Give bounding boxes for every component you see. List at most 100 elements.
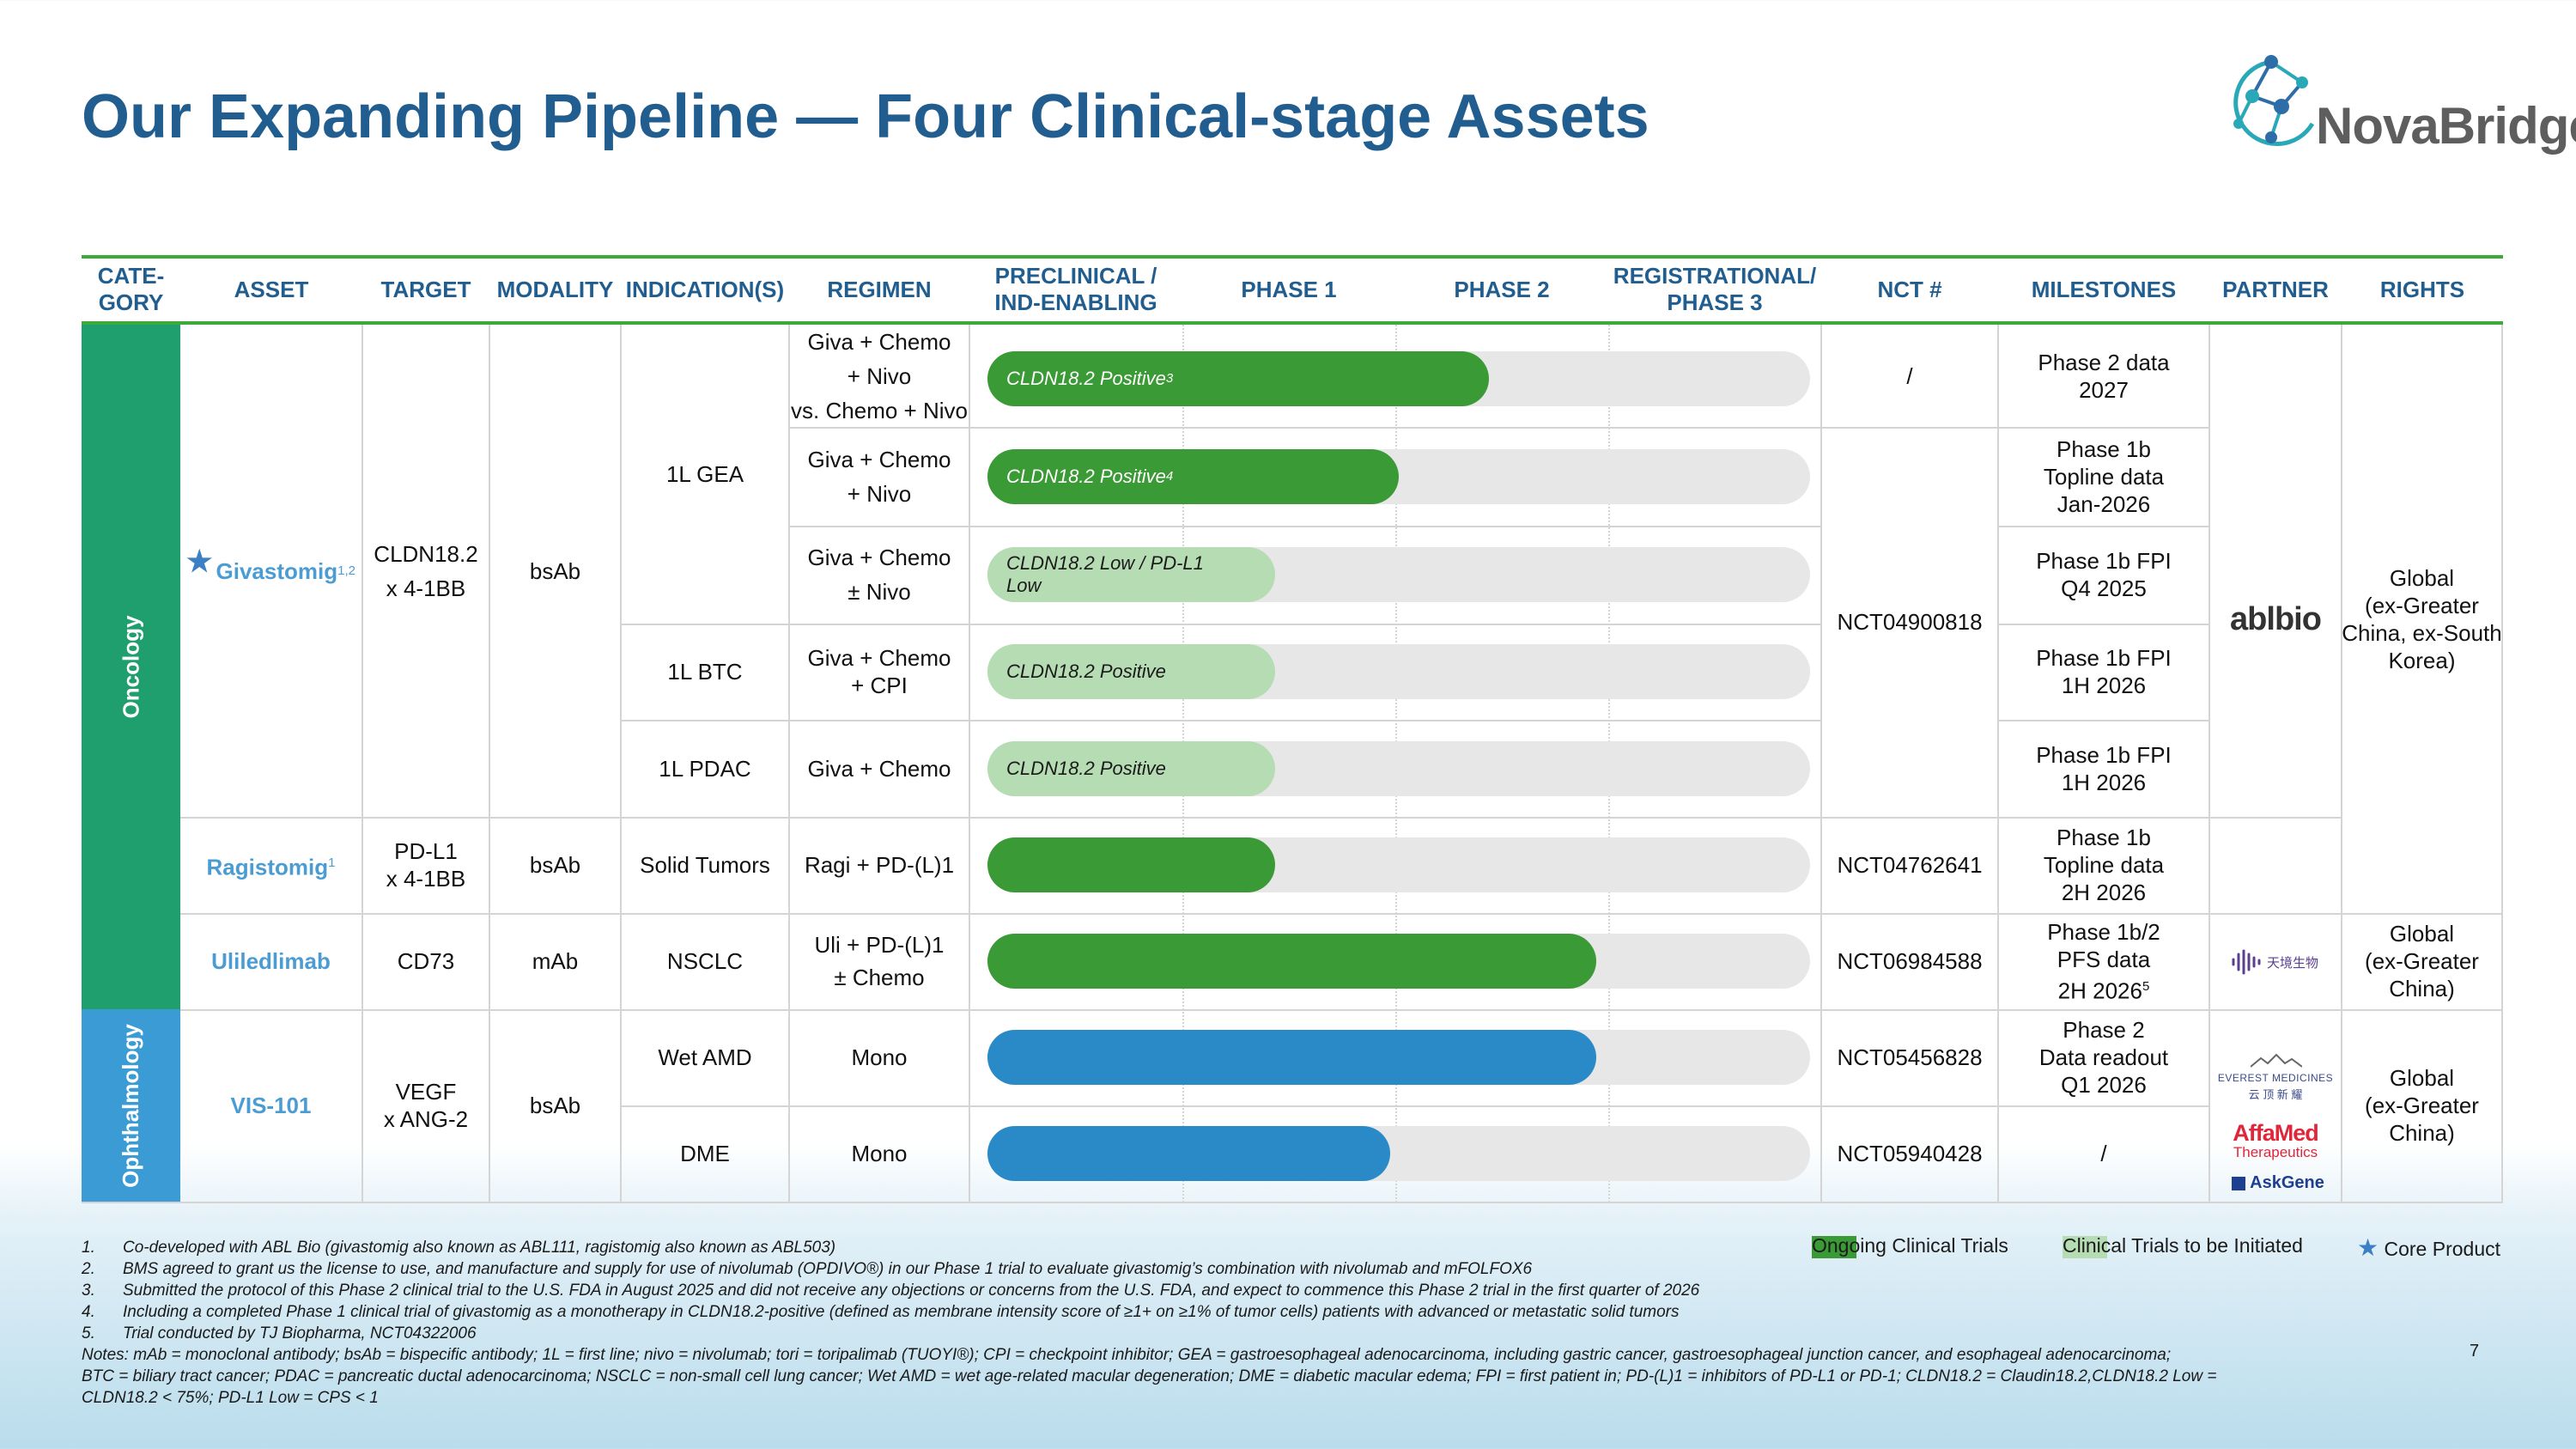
col-header-category: CATE- GORY bbox=[97, 263, 165, 315]
footnote-number: 3. bbox=[82, 1282, 95, 1300]
indication-dme: DME bbox=[680, 1141, 730, 1166]
indication-1l-btc: 1L BTC bbox=[667, 659, 743, 685]
page-number: 7 bbox=[2470, 1342, 2480, 1361]
abbreviations: Notes: mAb = monoclonal antibody; bsAb =… bbox=[82, 1346, 2217, 1407]
regimen-giva-4: Giva + Chemo + CPI bbox=[807, 645, 951, 698]
row-line bbox=[620, 1105, 2208, 1107]
col-header-rights: RIGHTS bbox=[2379, 276, 2465, 302]
milestone-vis-1: Phase 2 Data readout Q1 2026 bbox=[2038, 1017, 2169, 1098]
row-line bbox=[620, 720, 1821, 721]
nct-ragistomig: NCT04762641 bbox=[1837, 852, 1983, 878]
pipeline-bar-label-text: CLDN18.2 Positive bbox=[1006, 368, 1166, 389]
row-line bbox=[788, 427, 969, 429]
grid-line bbox=[1820, 325, 1822, 1202]
footnote: 3. Submitted the protocol of this Phase 2… bbox=[82, 1280, 2451, 1301]
footnote-text: Co-developed with ABL Bio (givastomig al… bbox=[123, 1239, 836, 1257]
modality-ragistomig: bsAb bbox=[529, 852, 581, 878]
col-header-phase2: PHASE 2 bbox=[1454, 276, 1550, 302]
partner-affamed-text: AffaMed bbox=[2233, 1120, 2319, 1146]
logo-wordmark: NovaBridge bbox=[2316, 97, 2576, 155]
legend-initiated-label: Clinical Trials to be Initiated bbox=[2063, 1234, 2303, 1257]
regimen-giva-1: Giva + Chemo + Nivo vs. Chemo + Nivo bbox=[791, 328, 968, 423]
col-header-asset: ASSET bbox=[234, 276, 309, 302]
grid-line bbox=[2341, 325, 2342, 1202]
partner-askgene-logo: AskGene bbox=[2227, 1173, 2330, 1193]
milestone-giva-4: Phase 1b FPI 1H 2026 bbox=[2036, 645, 2172, 698]
partner-tjbio-logo: 天境生物 bbox=[2231, 947, 2325, 977]
novabridge-logo: NovaBridge bbox=[2220, 45, 2576, 165]
network-logo-icon bbox=[2233, 55, 2315, 147]
footnote-text: Trial conducted by TJ Biopharma, NCT0432… bbox=[123, 1324, 477, 1342]
regimen-vis-2: Mono bbox=[851, 1141, 908, 1166]
footnote-text: Submitted the protocol of this Phase 2 c… bbox=[123, 1282, 1700, 1300]
row-line bbox=[1820, 427, 1997, 429]
nct-uliledlimab: NCT06984588 bbox=[1837, 948, 1983, 974]
milestone-ragistomig: Phase 1b Topline data 2H 2026 bbox=[2043, 825, 2165, 905]
regimen-giva-5: Giva + Chemo bbox=[807, 755, 951, 782]
category-ophthalmology: Ophthalmology bbox=[82, 1009, 180, 1202]
footnote: 5. Trial conducted by TJ Biopharma, NCT04… bbox=[82, 1323, 2451, 1344]
asset-givastomig[interactable]: ★ Givastomig 1,2 bbox=[180, 325, 361, 817]
legend-ongoing: Ongoing Clinical Trials bbox=[1812, 1234, 2008, 1258]
grid-line bbox=[1997, 325, 1999, 1202]
page-title: Our Expanding Pipeline — Four Clinical-s… bbox=[82, 82, 1649, 151]
pipeline-progress-bar bbox=[987, 741, 1275, 796]
footnote-number: 1. bbox=[82, 1239, 95, 1257]
footnote-text: BMS agreed to grant us the license to us… bbox=[123, 1260, 1533, 1278]
grid-line bbox=[2208, 325, 2210, 1202]
asset-ragistomig[interactable]: Ragistomig1 bbox=[180, 817, 361, 913]
nct-giva-shared: NCT04900818 bbox=[1837, 609, 1983, 635]
mountain-logo-icon bbox=[2251, 1053, 2302, 1068]
milestone-uliledlimab: Phase 1b/2 PFS data 2H 20265 bbox=[1998, 913, 2209, 1009]
nct-giva-1: / bbox=[1906, 362, 1913, 389]
pipeline-bar-label: CLDN18.2 Positive bbox=[987, 644, 1275, 699]
row-line bbox=[969, 427, 1821, 429]
pipeline-bar-label: CLDN18.2 Positive bbox=[987, 741, 1275, 796]
indication-uliledlimab: NSCLC bbox=[666, 948, 744, 974]
asset-vis101[interactable]: VIS-101 bbox=[230, 1093, 312, 1118]
indication-1l-pdac: 1L PDAC bbox=[659, 755, 751, 782]
col-header-target: TARGET bbox=[380, 276, 471, 302]
grid-line bbox=[489, 325, 490, 1202]
row-line bbox=[180, 817, 2341, 819]
pipeline-bar-label-text: CLDN18.2 Low / PD-L1 Low bbox=[1006, 552, 1204, 596]
col-header-milestones: MILESTONES bbox=[2031, 276, 2177, 302]
header-bottom-rule bbox=[82, 321, 2503, 325]
col-header-preclinical: PRECLINICAL / IND-ENABLING bbox=[994, 263, 1157, 315]
pipeline-progress-bar bbox=[987, 351, 1489, 406]
footnote: 4. Including a completed Phase 1 clinical… bbox=[82, 1301, 2451, 1323]
milestone-giva-2: Phase 1b Topline data Jan-2026 bbox=[2043, 435, 2165, 517]
pipeline-progress-bar bbox=[987, 1030, 1596, 1085]
col-header-regimen: REGIMEN bbox=[827, 276, 932, 302]
footnote-ref: 4 bbox=[1165, 469, 1174, 484]
grid-line bbox=[620, 325, 622, 1202]
grid-line bbox=[2501, 325, 2503, 1202]
grid-line bbox=[788, 325, 790, 1202]
target-givastomig: CLDN18.2 x 4-1BB bbox=[374, 540, 478, 601]
pipeline-bar-label: CLDN18.2 Low / PD-L1 Low bbox=[987, 547, 1275, 602]
milestone-giva-3: Phase 1b FPI Q4 2025 bbox=[2036, 548, 2172, 601]
footnote-number: 2. bbox=[82, 1260, 95, 1278]
rights-uliledlimab: Global (ex-Greater China) bbox=[2365, 921, 2479, 1002]
milestone-vis-2: / bbox=[2100, 1141, 2107, 1166]
footnote: 1. Co-developed with ABL Bio (givastomig … bbox=[82, 1237, 2451, 1258]
legend-initiated-swatch bbox=[2063, 1236, 2107, 1258]
legend-ongoing-swatch bbox=[1812, 1236, 1856, 1258]
milestone-giva-5: Phase 1b FPI 1H 2026 bbox=[2036, 741, 2172, 795]
partner-affamed-sub: Therapeutics bbox=[2233, 1144, 2318, 1160]
asset-uliledlimab[interactable]: Uliledlimab bbox=[211, 948, 331, 974]
category-oncology: Oncology bbox=[82, 325, 180, 1009]
category-oncology-label: Oncology bbox=[118, 615, 143, 719]
target-ragistomig: PD-L1 x 4-1BB bbox=[386, 838, 466, 892]
row-line bbox=[180, 913, 2501, 915]
footnote-number: 4. bbox=[82, 1303, 95, 1321]
regimen-ragistomig: Ragi + PD-(L)1 bbox=[804, 852, 955, 878]
modality-uliledlimab: mAb bbox=[532, 948, 579, 974]
nct-vis-1: NCT05456828 bbox=[1837, 1044, 1983, 1070]
target-vis101: VEGF x ANG-2 bbox=[383, 1079, 469, 1132]
regimen-uliledlimab: Uli + PD-(L)1 ± Chemo bbox=[814, 932, 945, 990]
footnote-ref: 3 bbox=[1165, 371, 1174, 386]
footnotes: 1. Co-developed with ABL Bio (givastomig … bbox=[82, 1237, 2451, 1409]
header-top-rule bbox=[82, 255, 2503, 259]
core-product-star-icon: ★ bbox=[186, 545, 213, 578]
